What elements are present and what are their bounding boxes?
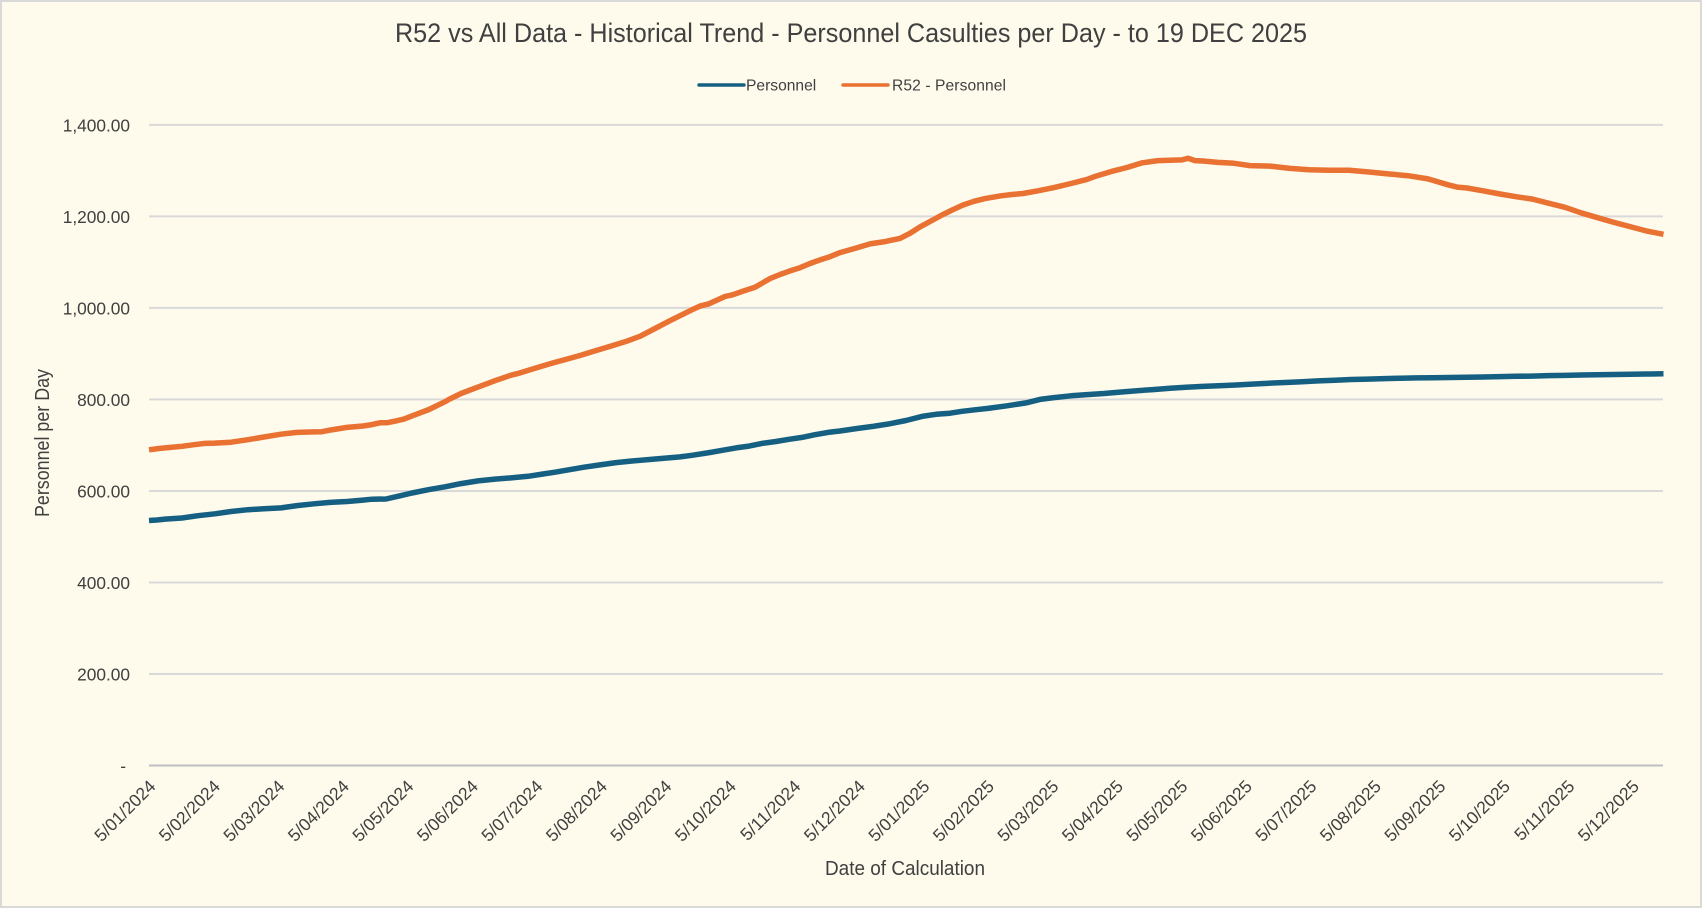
svg-text:600.00: 600.00: [77, 482, 130, 502]
svg-text:R52 vs All Data - Historical T: R52 vs All Data - Historical Trend - Per…: [395, 18, 1307, 48]
svg-text:-: -: [120, 756, 126, 776]
svg-text:Personnel per Day: Personnel per Day: [32, 369, 54, 517]
svg-text:Personnel: Personnel: [746, 78, 816, 95]
svg-text:R52 - Personnel: R52 - Personnel: [892, 78, 1006, 95]
svg-text:400.00: 400.00: [77, 573, 130, 593]
svg-text:1,400.00: 1,400.00: [63, 116, 130, 136]
svg-text:1,200.00: 1,200.00: [63, 207, 130, 227]
svg-text:800.00: 800.00: [77, 390, 130, 410]
svg-text:1,000.00: 1,000.00: [63, 299, 130, 319]
svg-text:Date of Calculation: Date of Calculation: [825, 858, 985, 880]
svg-text:200.00: 200.00: [77, 665, 130, 685]
